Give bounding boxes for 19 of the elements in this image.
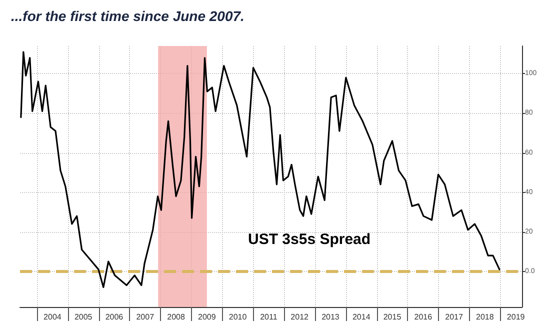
x-tick-label: 2011: [260, 312, 278, 322]
x-tick-label: 2005: [74, 312, 93, 322]
x-tick-label: 2008: [167, 312, 186, 322]
x-tick-label: 2012: [290, 312, 310, 322]
annotation: UST 3s5s Spread: [248, 231, 371, 248]
x-tick-label: 2013: [322, 312, 340, 322]
x-tick-label: 2018: [476, 312, 494, 322]
x-tick-label: 2007: [136, 312, 155, 322]
x-tick-label: 2009: [198, 312, 216, 322]
line-series: [20, 51, 500, 288]
x-tick-label: 2016: [414, 312, 433, 322]
chart-title: ...for the first time since June 2007.: [11, 8, 244, 24]
x-tick-label: 2014: [352, 312, 371, 322]
x-tick-label: 2015: [383, 312, 402, 322]
x-tick-label: 2004: [44, 312, 62, 322]
x-tick-label: 2006: [105, 312, 124, 322]
x-tick-label: 2019: [506, 312, 526, 322]
x-tick-label: 2017: [445, 312, 464, 322]
x-tick-label: 2010: [228, 312, 248, 322]
